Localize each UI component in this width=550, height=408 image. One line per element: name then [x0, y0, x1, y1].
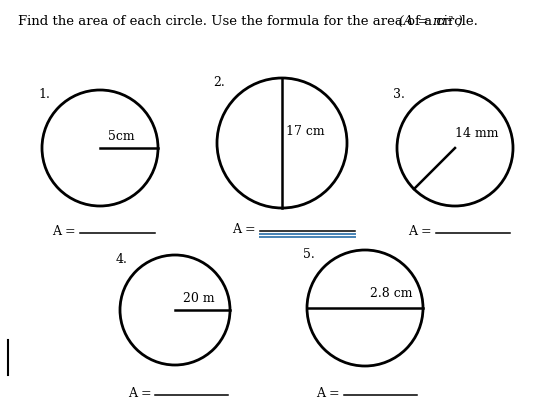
Text: 5.: 5. [303, 248, 315, 261]
Text: A =: A = [128, 387, 156, 400]
Text: 20 m: 20 m [183, 292, 214, 305]
Text: 5cm: 5cm [108, 130, 135, 143]
Text: 4.: 4. [116, 253, 128, 266]
Text: 2.: 2. [213, 76, 225, 89]
Text: A =: A = [316, 387, 344, 400]
Text: Find the area of each circle. Use the formula for the area of a circle.: Find the area of each circle. Use the fo… [18, 15, 478, 28]
Text: A =: A = [232, 223, 260, 236]
Text: 3.: 3. [393, 88, 405, 101]
Text: 1.: 1. [38, 88, 50, 101]
Text: A =: A = [52, 225, 80, 238]
Text: 17 cm: 17 cm [286, 125, 324, 138]
Text: (A = πr² ): (A = πr² ) [390, 15, 463, 28]
Text: A =: A = [408, 225, 436, 238]
Text: 14 mm: 14 mm [455, 127, 498, 140]
Text: 2.8 cm: 2.8 cm [370, 287, 412, 300]
